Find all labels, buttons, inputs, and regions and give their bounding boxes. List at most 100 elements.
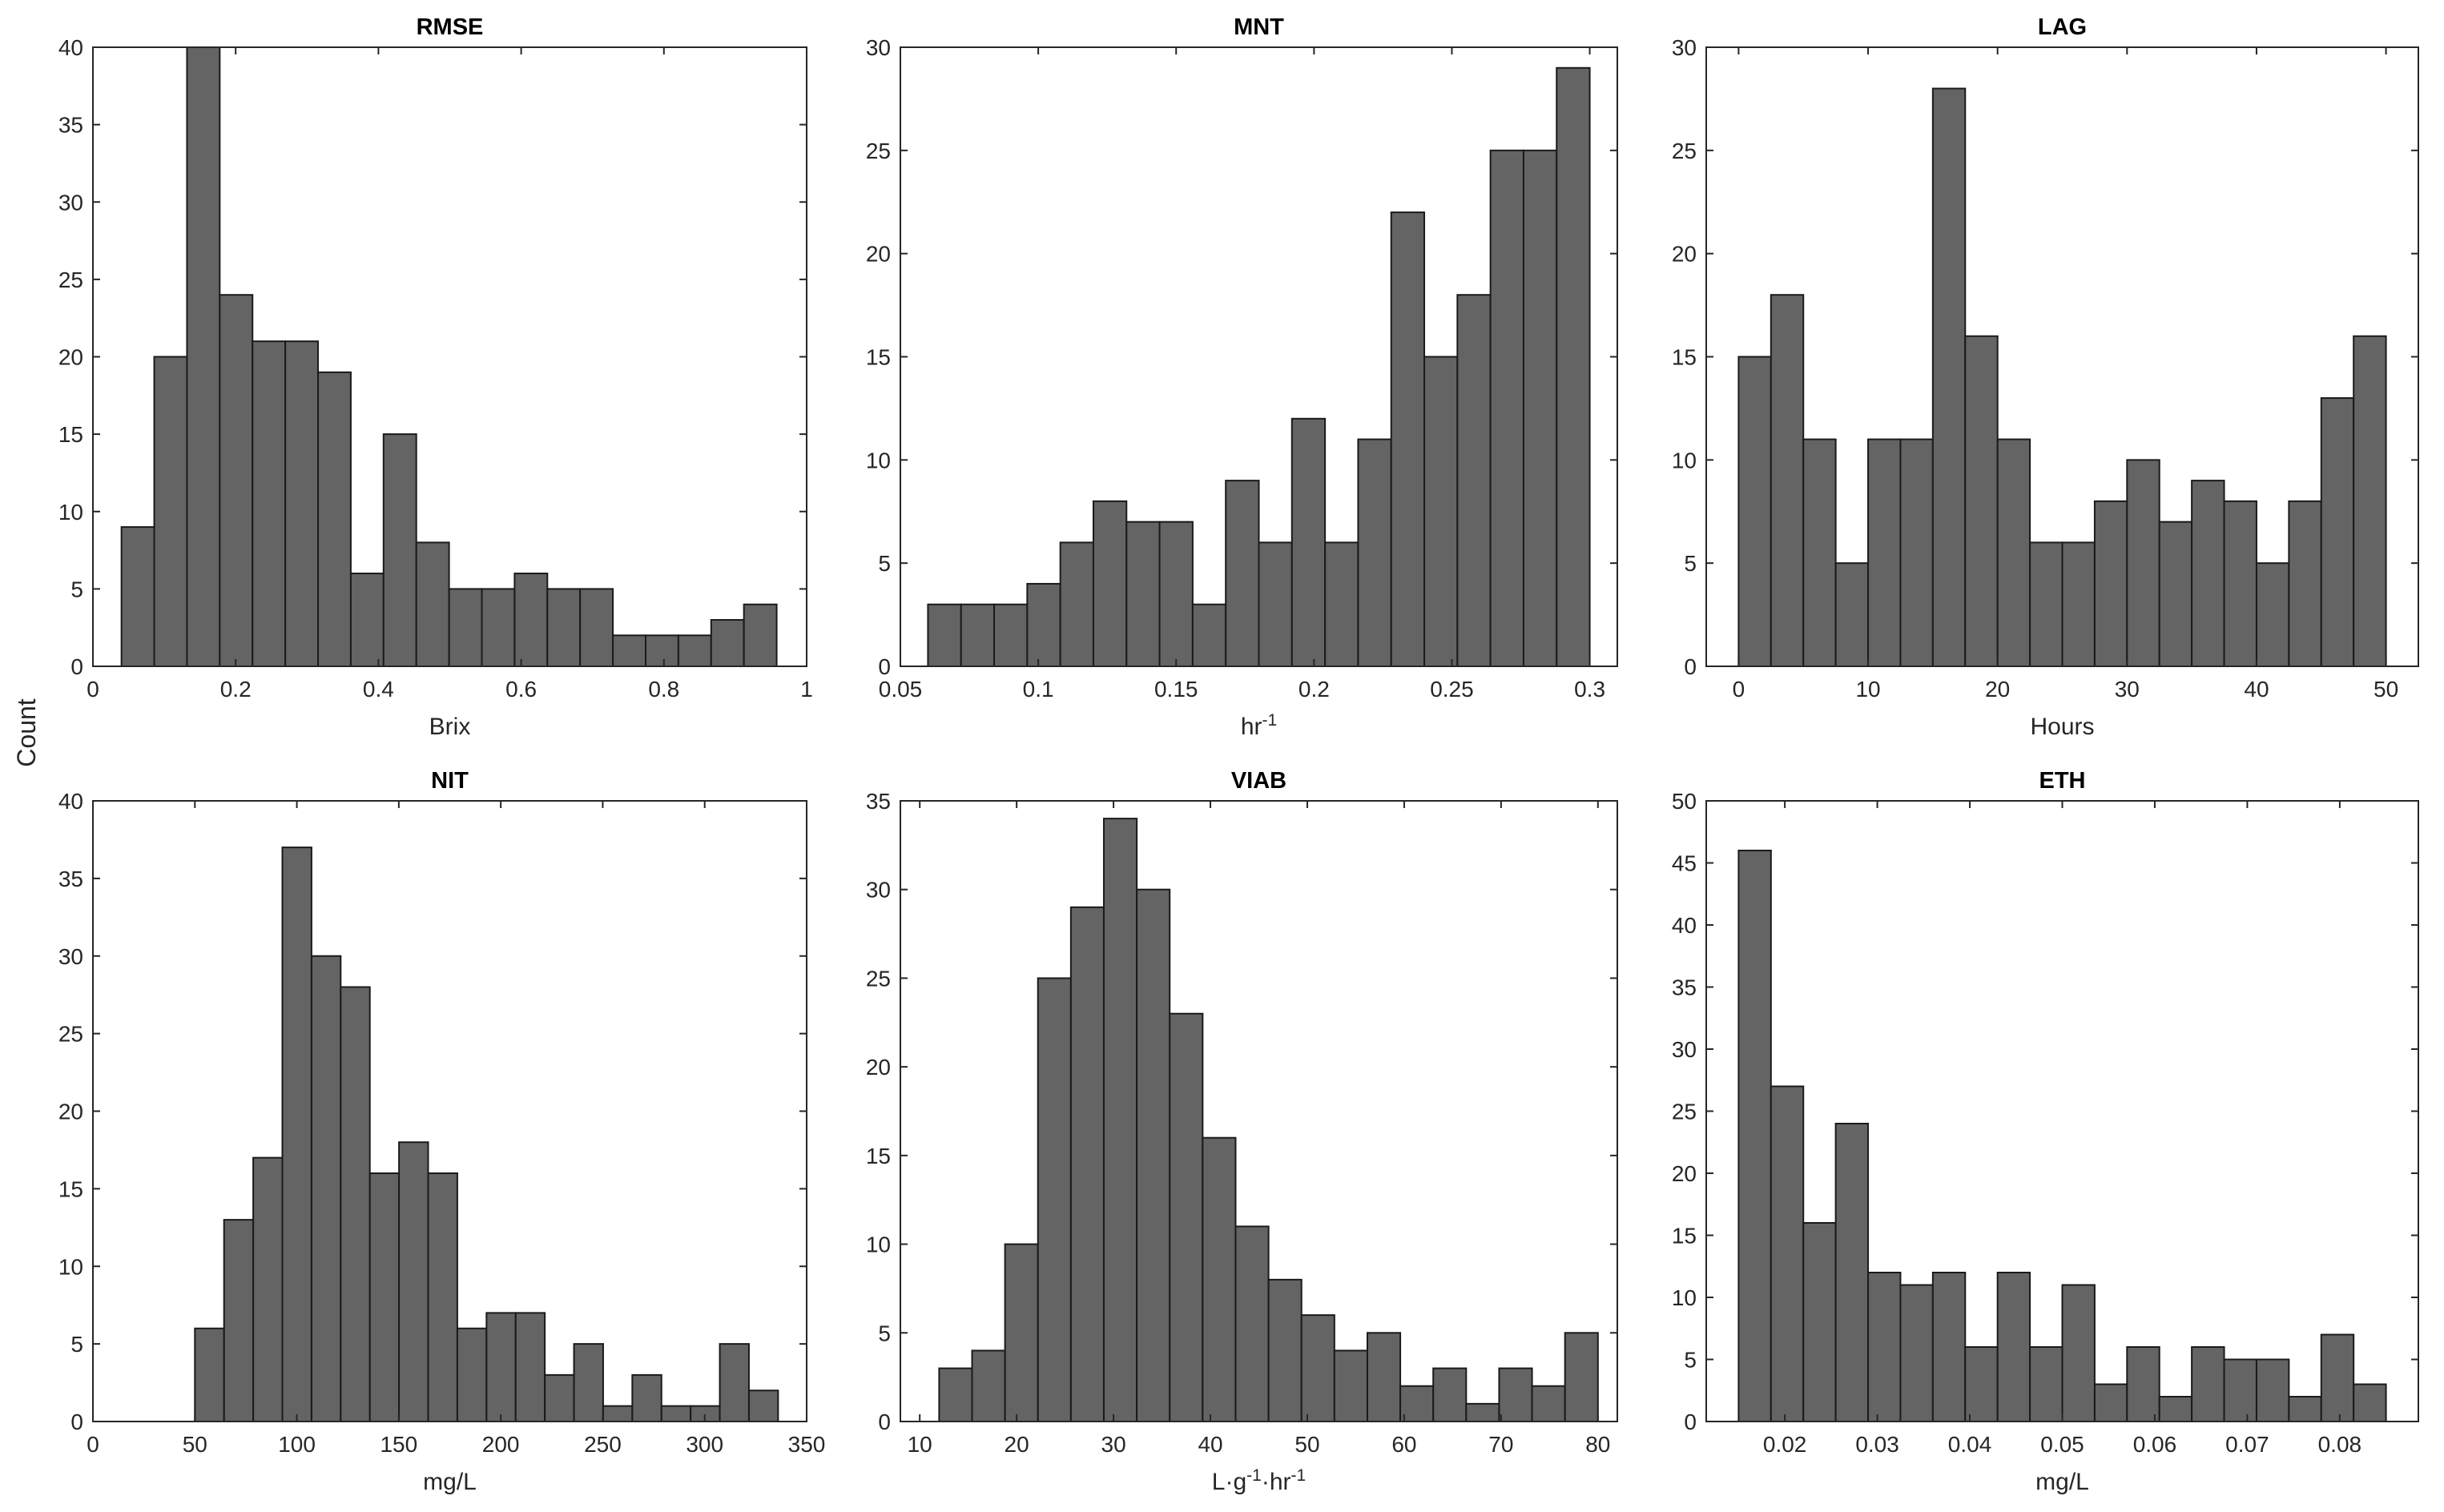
- viab-bar-0: [938, 1367, 973, 1422]
- nit-bar-16: [660, 1405, 692, 1422]
- rmse-ytick-label: 30: [58, 190, 83, 215]
- rmse-bar-10: [448, 588, 483, 667]
- viab-bar-6: [1136, 888, 1171, 1422]
- eth-ytick-label: 35: [1672, 975, 1697, 1000]
- eth-bar-7: [1964, 1346, 1999, 1422]
- nit-ytick-label: 0: [70, 1409, 83, 1434]
- mnt-xtick-label: 0.05: [879, 677, 923, 702]
- viab-ytick-label: 30: [866, 878, 891, 903]
- nit-ytick-label: 10: [58, 1254, 83, 1279]
- rmse-bar-16: [644, 634, 679, 667]
- lag-bar-7: [1964, 335, 1999, 667]
- mnt-bar-18: [1522, 149, 1558, 668]
- viab-bar-17: [1498, 1367, 1533, 1422]
- eth-bar-6: [1931, 1272, 1967, 1422]
- lag-ytick-label: 25: [1672, 139, 1697, 163]
- rmse-xtick-label: 0: [87, 677, 99, 702]
- nit-bar-10: [485, 1312, 517, 1422]
- viab-bar-18: [1531, 1385, 1566, 1422]
- eth-ytick-label: 5: [1684, 1348, 1697, 1373]
- rmse-xtick-label: 1: [800, 677, 813, 702]
- eth-bar-9: [2029, 1346, 2064, 1422]
- eth-title: ETH: [2039, 768, 2086, 794]
- viab-title: VIAB: [1231, 768, 1286, 794]
- rmse-ytick-label: 35: [58, 113, 83, 138]
- viab-bar-11: [1300, 1314, 1335, 1422]
- nit-bar-11: [514, 1312, 546, 1422]
- mnt-bar-11: [1290, 417, 1327, 667]
- eth-bar-12: [2126, 1346, 2160, 1422]
- lag-xtick-label: 20: [1985, 677, 2010, 702]
- rmse-bar-15: [612, 634, 646, 667]
- nit-ytick-label: 30: [58, 944, 83, 969]
- lag-xtick-label: 10: [1855, 677, 1880, 702]
- mnt-bar-9: [1225, 480, 1260, 667]
- lag-bar-16: [2255, 562, 2290, 668]
- lag-xtick-label: 50: [2374, 677, 2398, 702]
- rmse-bar-17: [677, 634, 712, 667]
- lag-bar-19: [2353, 335, 2387, 667]
- viab-bar-19: [1564, 1332, 1599, 1423]
- nit-bar-14: [602, 1405, 634, 1422]
- rmse-bar-9: [415, 541, 450, 668]
- mnt-ytick-label: 0: [878, 654, 891, 679]
- eth-bar-4: [1867, 1272, 1902, 1422]
- histogram-nit: 0 50 100 150 200 250 300 350 0 5 10 15 20 25 30 35 40 NIT…: [58, 768, 826, 1495]
- viab-ytick-label: 10: [866, 1233, 891, 1257]
- nit-bar-15: [631, 1373, 662, 1422]
- mnt-title: MNT: [1234, 14, 1284, 40]
- nit-bar-12: [544, 1373, 575, 1422]
- eth-xtick-label: 0.07: [2225, 1432, 2269, 1457]
- nit-bar-2: [252, 1156, 284, 1422]
- nit-bar-7: [398, 1141, 429, 1422]
- mnt-xtick-label: 0.15: [1154, 677, 1198, 702]
- mnt-bar-16: [1456, 294, 1492, 667]
- eth-bar-15: [2223, 1358, 2257, 1422]
- eth-bar-14: [2191, 1346, 2225, 1422]
- rmse-bar-0: [120, 526, 155, 668]
- mnt-bar-19: [1556, 66, 1591, 668]
- rmse-ytick-label: 5: [70, 577, 83, 601]
- viab-xtick-label: 80: [1585, 1432, 1610, 1457]
- eth-xtick-label: 0.06: [2133, 1432, 2177, 1457]
- lag-bar-13: [2158, 521, 2193, 668]
- nit-xtick-label: 0: [87, 1432, 99, 1457]
- lag-bar-6: [1931, 87, 1967, 668]
- viab-bar-8: [1202, 1136, 1237, 1422]
- eth-ytick-label: 20: [1672, 1161, 1697, 1186]
- rmse-bar-2: [186, 46, 221, 667]
- viab-bar-1: [971, 1349, 1006, 1423]
- eth-bar-1: [1770, 1085, 1805, 1422]
- viab-bar-12: [1333, 1349, 1368, 1423]
- nit-bar-3: [281, 846, 312, 1422]
- nit-xtick-label: 150: [380, 1432, 417, 1457]
- rmse-bar-12: [513, 573, 549, 667]
- eth-bar-2: [1802, 1222, 1837, 1422]
- lag-bar-17: [2288, 500, 2322, 667]
- eth-xtick-label: 0.08: [2318, 1432, 2362, 1457]
- mnt-x-axis-label: hr-1: [1241, 711, 1277, 741]
- lag-bar-15: [2223, 500, 2257, 667]
- rmse-ytick-label: 0: [70, 654, 83, 679]
- eth-ytick-label: 30: [1672, 1037, 1697, 1062]
- lag-ytick-label: 10: [1672, 448, 1697, 472]
- eth-bar-11: [2093, 1383, 2128, 1422]
- nit-bar-4: [310, 955, 342, 1422]
- mnt-ytick-label: 10: [866, 448, 891, 472]
- rmse-bar-13: [546, 588, 582, 667]
- viab-bar-14: [1399, 1385, 1435, 1422]
- rmse-ytick-label: 25: [58, 267, 83, 292]
- nit-ytick-label: 15: [58, 1176, 83, 1201]
- eth-bar-8: [1996, 1272, 2031, 1422]
- viab-xtick-label: 10: [908, 1432, 932, 1457]
- viab-ytick-label: 0: [878, 1409, 891, 1434]
- mnt-bar-2: [993, 603, 1029, 668]
- nit-xtick-label: 350: [788, 1432, 826, 1457]
- eth-ytick-label: 40: [1672, 913, 1697, 938]
- eth-ytick-label: 50: [1672, 789, 1697, 814]
- mnt-bar-12: [1324, 541, 1359, 668]
- rmse-xtick-label: 0.6: [505, 677, 537, 702]
- mnt-bar-0: [927, 603, 962, 668]
- viab-bar-13: [1366, 1332, 1402, 1423]
